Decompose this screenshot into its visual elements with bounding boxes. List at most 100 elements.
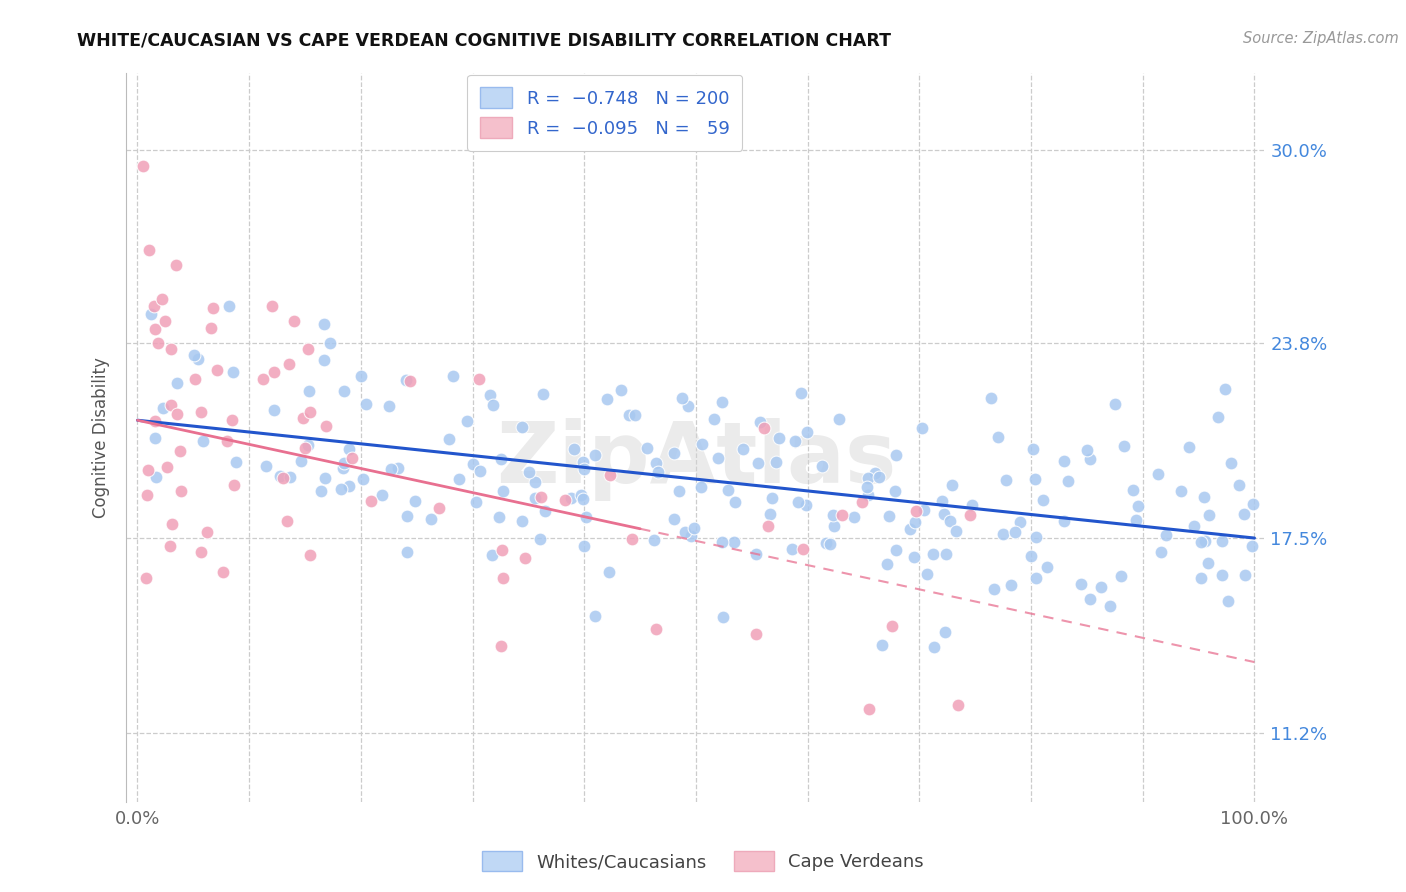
Point <box>946 698 969 712</box>
Point <box>636 441 658 455</box>
Point <box>1004 525 1026 540</box>
Point <box>332 461 354 475</box>
Point <box>160 398 183 412</box>
Point <box>330 482 353 496</box>
Point <box>856 471 879 485</box>
Point <box>679 528 702 542</box>
Point <box>1053 514 1076 528</box>
Point <box>1128 499 1150 513</box>
Point <box>644 623 666 637</box>
Point <box>703 412 725 426</box>
Point <box>624 408 647 422</box>
Point <box>903 549 925 564</box>
Point <box>876 557 898 571</box>
Point <box>371 487 394 501</box>
Point <box>312 318 335 332</box>
Point <box>271 471 294 485</box>
Point <box>562 442 585 456</box>
Point <box>1078 452 1101 467</box>
Point <box>884 542 907 557</box>
Point <box>554 493 576 508</box>
Point <box>711 610 734 624</box>
Point <box>143 299 166 313</box>
Point <box>1233 568 1256 582</box>
Point <box>461 457 484 471</box>
Point <box>156 460 179 475</box>
Point <box>1024 472 1046 486</box>
Point <box>138 243 160 257</box>
Point <box>1233 508 1256 522</box>
Point <box>523 475 546 489</box>
Point <box>387 461 409 475</box>
Point <box>437 432 460 446</box>
Point <box>811 458 834 473</box>
Point <box>599 468 621 483</box>
Point <box>135 571 157 585</box>
Point <box>747 456 769 470</box>
Point <box>1189 535 1212 549</box>
Point <box>159 539 181 553</box>
Point <box>396 509 419 524</box>
Point <box>465 495 488 509</box>
Point <box>884 484 907 499</box>
Point <box>333 456 356 470</box>
Point <box>765 455 787 469</box>
Point <box>152 401 174 415</box>
Point <box>150 293 173 307</box>
Text: Source: ZipAtlas.com: Source: ZipAtlas.com <box>1243 31 1399 46</box>
Point <box>170 483 193 498</box>
Point <box>1149 545 1171 559</box>
Point <box>404 494 426 508</box>
Point <box>145 469 167 483</box>
Point <box>1211 534 1233 549</box>
Point <box>787 495 810 509</box>
Point <box>429 500 451 515</box>
Point <box>491 543 513 558</box>
Point <box>183 348 205 362</box>
Point <box>931 494 953 508</box>
Point <box>492 483 515 498</box>
Point <box>749 415 772 429</box>
Point <box>166 407 188 421</box>
Point <box>1008 515 1031 529</box>
Point <box>870 638 893 652</box>
Point <box>571 455 593 469</box>
Point <box>139 308 162 322</box>
Point <box>855 480 877 494</box>
Point <box>934 507 956 521</box>
Point <box>1218 594 1240 608</box>
Point <box>1192 490 1215 504</box>
Point <box>1112 439 1135 453</box>
Point <box>814 536 837 550</box>
Point <box>756 519 779 533</box>
Point <box>297 342 319 356</box>
Point <box>731 442 754 457</box>
Point <box>222 365 245 379</box>
Point <box>315 419 337 434</box>
Point <box>534 503 557 517</box>
Point <box>1109 569 1132 583</box>
Point <box>1032 492 1054 507</box>
Point <box>202 301 225 315</box>
Point <box>571 492 593 507</box>
Point <box>1194 533 1216 548</box>
Point <box>195 525 218 540</box>
Point <box>524 491 547 505</box>
Point <box>1099 599 1122 614</box>
Point <box>572 462 595 476</box>
Point <box>380 462 402 476</box>
Point <box>396 544 419 558</box>
Point <box>710 535 733 549</box>
Point <box>905 504 928 518</box>
Point <box>190 544 212 558</box>
Point <box>823 519 845 533</box>
Point <box>200 321 222 335</box>
Point <box>596 392 619 407</box>
Point <box>297 384 319 399</box>
Point <box>796 498 818 512</box>
Point <box>155 314 177 328</box>
Point <box>664 512 686 526</box>
Point <box>468 372 491 386</box>
Point <box>668 483 690 498</box>
Point <box>574 539 596 553</box>
